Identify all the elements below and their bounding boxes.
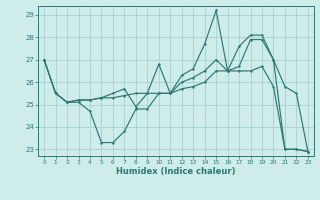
X-axis label: Humidex (Indice chaleur): Humidex (Indice chaleur) bbox=[116, 167, 236, 176]
